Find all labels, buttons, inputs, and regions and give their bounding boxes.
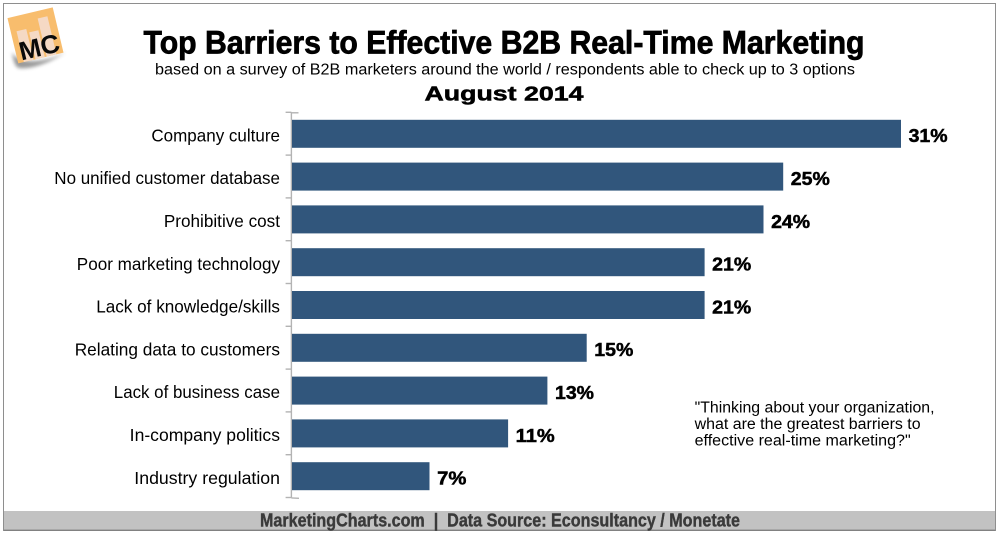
svg-text:MarketingCharts.com | Data S: MarketingCharts.com | Data Source: Econs… — [260, 510, 740, 531]
svg-text:effective real-time marketing?: effective real-time marketing?" — [695, 432, 911, 449]
svg-text:Prohibitive cost: Prohibitive cost — [164, 211, 280, 231]
svg-text:15%: 15% — [594, 339, 633, 360]
svg-text:24%: 24% — [771, 211, 810, 232]
svg-text:what are the greatest barriers: what are the greatest barriers to — [694, 416, 921, 433]
svg-text:25%: 25% — [791, 168, 830, 189]
svg-text:Industry regulation: Industry regulation — [134, 468, 280, 488]
svg-text:In-company politics: In-company politics — [130, 425, 281, 445]
svg-text:21%: 21% — [712, 296, 751, 317]
svg-text:11%: 11% — [516, 425, 555, 446]
svg-text:Poor marketing technology: Poor marketing technology — [77, 254, 280, 274]
svg-text:Top Barriers to Effective B2B: Top Barriers to Effective B2B Real-Time … — [144, 25, 865, 61]
svg-text:Lack of knowledge/skills: Lack of knowledge/skills — [96, 297, 280, 317]
svg-text:Lack of business case: Lack of business case — [114, 382, 280, 402]
svg-text:"Thinking about your organizat: "Thinking about your organization, — [695, 399, 935, 416]
svg-text:7%: 7% — [437, 468, 466, 489]
svg-text:August 2014: August 2014 — [425, 83, 585, 105]
svg-text:13%: 13% — [555, 382, 594, 403]
svg-text:Relating data to customers: Relating data to customers — [75, 339, 281, 359]
svg-text:31%: 31% — [909, 125, 948, 146]
svg-text:based on a survey of B2B marke: based on a survey of B2B marketers aroun… — [155, 62, 855, 79]
svg-text:Company culture: Company culture — [151, 125, 280, 145]
svg-text:No unified customer database: No unified customer database — [54, 168, 280, 188]
svg-text:21%: 21% — [712, 254, 751, 275]
